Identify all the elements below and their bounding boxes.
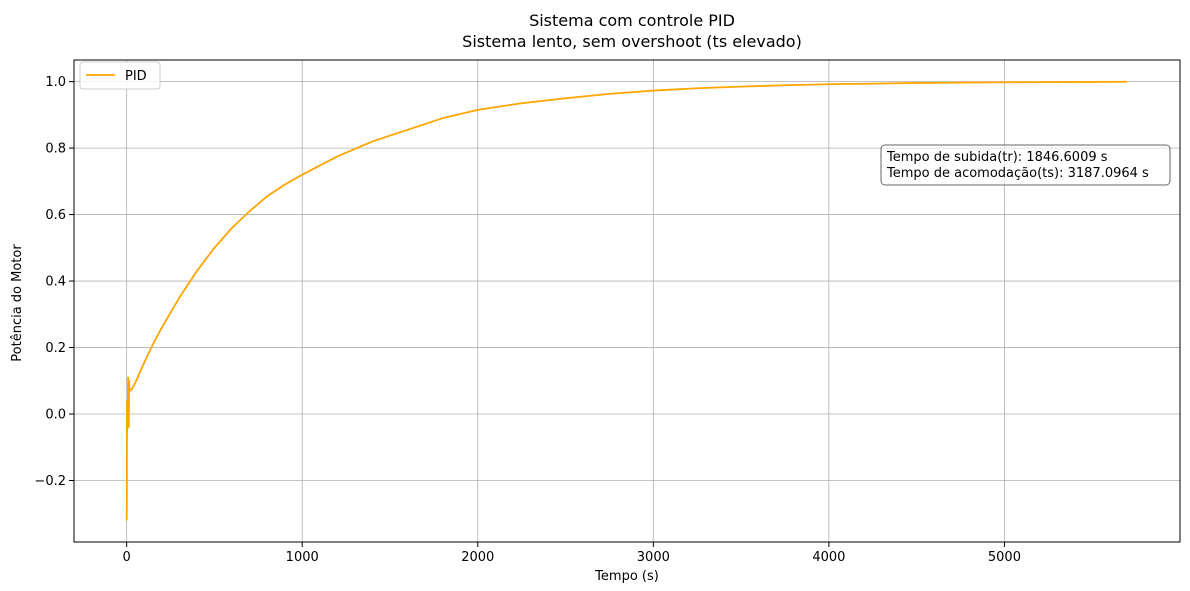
- x-tick-label: 5000: [988, 550, 1021, 565]
- legend-box: [79, 61, 161, 90]
- y-tick-label: 1.0: [45, 75, 66, 90]
- y-axis-label: Potência do Motor: [10, 244, 25, 362]
- x-tick-label: 1000: [286, 550, 319, 565]
- y-tick-label: 0.8: [45, 142, 66, 157]
- annotation-line-2: Tempo de acomodação(ts): 3187.0964 s: [886, 166, 1149, 181]
- chart-title: Sistema com controle PID: [529, 11, 735, 30]
- x-axis-label: Tempo (s): [594, 569, 659, 584]
- y-tick-label: 0.2: [45, 341, 66, 356]
- y-tick-label: 0.6: [45, 208, 66, 223]
- x-tick-label: 3000: [637, 550, 670, 565]
- plot-frame: [73, 59, 1181, 543]
- y-tick-label: 0.0: [45, 408, 66, 423]
- y-tick-label: −0.2: [34, 474, 66, 489]
- series-layer: [125, 80, 1128, 521]
- chart-subtitle: Sistema lento, sem overshoot (ts elevado…: [462, 32, 802, 51]
- annotation-box: Tempo de subida(tr): 1846.6009 s Tempo d…: [880, 144, 1171, 186]
- legend: PID: [79, 61, 161, 90]
- annotation-frame: [880, 144, 1171, 186]
- legend-label: PID: [125, 69, 147, 84]
- x-tick-label: 0: [123, 550, 131, 565]
- series-line-pid: [125, 80, 1128, 521]
- ticks: 0 1000 2000 3000 4000 5000 −0.2 0.0 0.2 0.4 0.6 0.8…: [34, 75, 1021, 565]
- annotation-line-1: Tempo de subida(tr): 1846.6009 s: [886, 150, 1108, 165]
- x-tick-label: 4000: [812, 550, 845, 565]
- x-tick-label: 2000: [461, 550, 494, 565]
- y-tick-label: 0.4: [45, 275, 66, 290]
